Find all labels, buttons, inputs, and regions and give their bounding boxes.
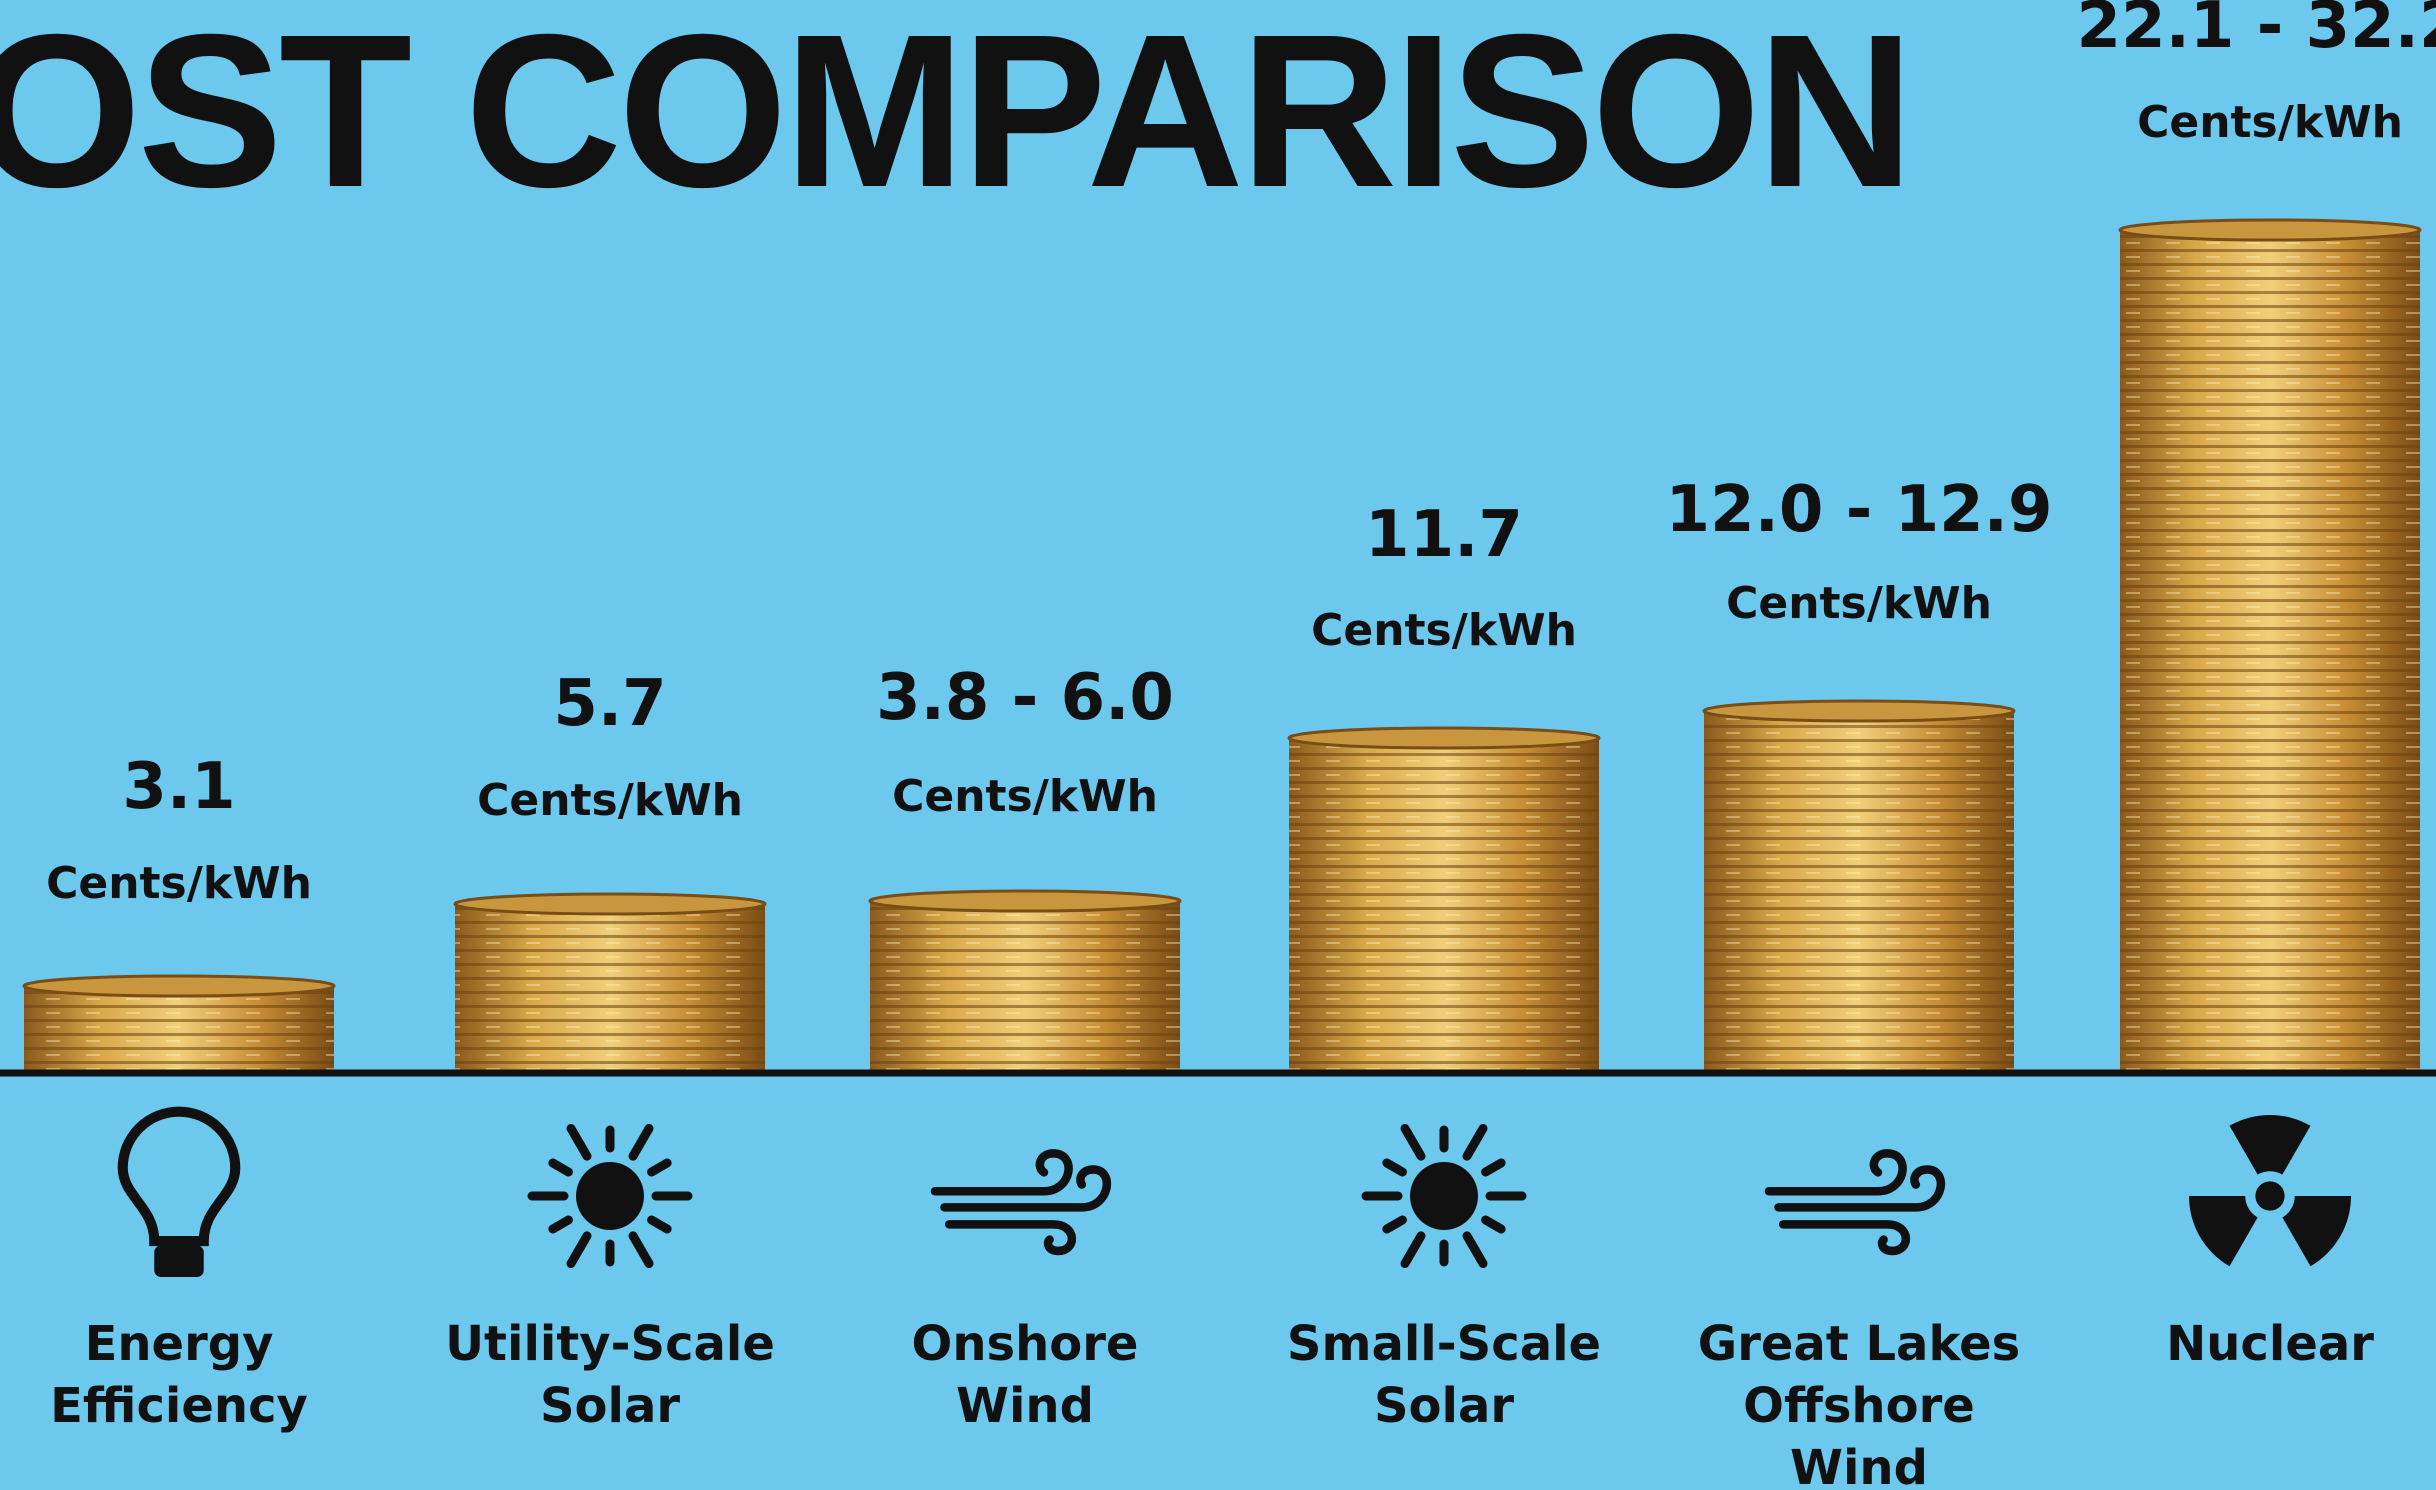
coin-stack [1704, 701, 2014, 1070]
coin-stack [455, 894, 765, 1070]
infographic: OST COMPARISON 3.1 Cents/kWh Energy Efficie… [0, 0, 2436, 1490]
coin-top [455, 894, 765, 914]
coin-stack [870, 891, 1180, 1070]
category-name: Offshore [1743, 1378, 1975, 1434]
category-name: Small-Scale [1287, 1316, 1601, 1372]
coin-top [2120, 220, 2420, 240]
value-label: 12.0 - 12.9 [1666, 473, 2053, 547]
coin-top [870, 891, 1180, 911]
coin-edges [24, 986, 334, 1070]
category-name: Nuclear [2166, 1316, 2374, 1372]
coin-top [24, 976, 334, 996]
icon [1769, 1153, 1941, 1251]
category-name: Efficiency [50, 1378, 308, 1434]
title: OST COMPARISON [0, 0, 1910, 233]
icon [2189, 1115, 2351, 1266]
category-name: Solar [1374, 1378, 1514, 1434]
coin-stack [24, 976, 334, 1070]
unit-label: Cents/kWh [2137, 97, 2403, 148]
category-name: Wind [956, 1378, 1094, 1434]
category-name: Solar [540, 1378, 680, 1434]
icon [1366, 1128, 1522, 1263]
unit-label: Cents/kWh [477, 775, 743, 826]
value-label: 22.1 - 32.2 [2077, 0, 2436, 63]
coin-top [1704, 701, 2014, 721]
unit-label: Cents/kWh [892, 771, 1158, 822]
value-label: 3.8 - 6.0 [876, 661, 1174, 735]
category-name: Onshore [912, 1316, 1139, 1372]
coin-edges [2120, 230, 2420, 1070]
coin-edges [870, 901, 1180, 1070]
coin-edges [455, 904, 765, 1070]
coin-stack [1289, 728, 1599, 1070]
value-label: 5.7 [553, 667, 666, 741]
coin-edges [1289, 738, 1599, 1070]
unit-label: Cents/kWh [46, 858, 312, 909]
page: OST COMPARISON 3.1 Cents/kWh Energy Efficie… [0, 0, 2436, 1490]
unit-label: Cents/kWh [1311, 605, 1577, 656]
category-name: Utility-Scale [445, 1316, 775, 1372]
category-name: Great Lakes [1698, 1316, 2020, 1372]
icon [935, 1153, 1107, 1251]
unit-label: Cents/kWh [1726, 578, 1992, 629]
category-name: Energy [85, 1316, 274, 1372]
coin-stack [2120, 220, 2420, 1070]
coin-top [1289, 728, 1599, 748]
coin-edges [1704, 711, 2014, 1070]
value-label: 11.7 [1365, 498, 1523, 572]
icon [123, 1112, 236, 1277]
value-label: 3.1 [122, 750, 235, 824]
category-name: Wind [1790, 1440, 1928, 1490]
icon [532, 1128, 688, 1263]
